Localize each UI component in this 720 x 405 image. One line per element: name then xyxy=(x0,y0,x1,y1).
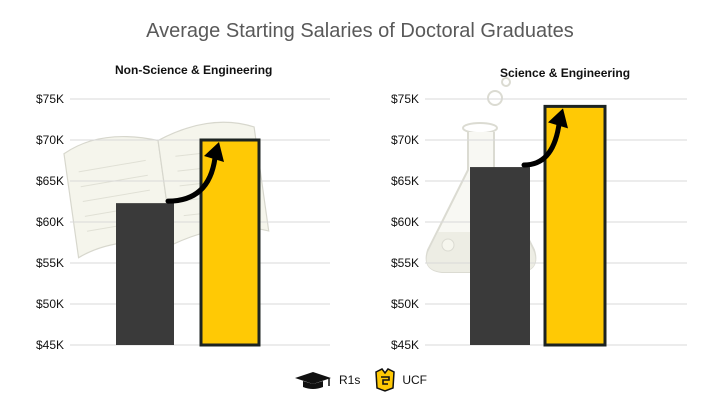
y-tick-label: $45K xyxy=(36,338,64,352)
panel-title-science: Science & Engineering xyxy=(500,66,631,80)
legend-label-ucf: UCF xyxy=(402,373,427,387)
legend-item-ucf: UCF xyxy=(374,368,427,392)
trend-arrow-head xyxy=(204,142,224,162)
y-tick-label: $70K xyxy=(391,133,419,147)
legend-item-r1s: R1s xyxy=(293,370,360,390)
y-tick-label: $55K xyxy=(391,256,419,270)
graduation-cap-icon xyxy=(294,372,331,389)
y-tick-label: $65K xyxy=(36,174,64,188)
chart-panel-non-science: $45K $50K $55K $60K $65K $70K $75K xyxy=(36,92,330,352)
y-tick-label: $45K xyxy=(391,338,419,352)
bar-r1s xyxy=(116,203,174,345)
y-tick-label: $60K xyxy=(36,215,64,229)
trend-arrow xyxy=(521,121,562,168)
trend-arrow xyxy=(165,155,218,204)
ucf-pegasus-logo-icon xyxy=(375,368,396,392)
bar-r1s xyxy=(470,167,530,345)
y-tick-label: $50K xyxy=(391,297,419,311)
y-tick-label: $55K xyxy=(36,256,64,270)
y-tick-label: $75K xyxy=(391,92,419,106)
bar-ucf xyxy=(199,138,261,347)
chart-title: Average Starting Salaries of Doctoral Gr… xyxy=(146,20,574,42)
legend-label-r1s: R1s xyxy=(338,373,361,387)
panel-title-non-science: Non-Science & Engineering xyxy=(115,63,273,77)
chart-panel-science: $45K $50K $55K $60K $65K $70K $75K xyxy=(391,92,687,352)
trend-arrow-head xyxy=(548,108,568,129)
y-tick-label: $75K xyxy=(36,92,64,106)
y-tick-label: $65K xyxy=(391,174,419,188)
y-tick-label: $50K xyxy=(36,297,64,311)
y-tick-label: $70K xyxy=(36,133,64,147)
y-tick-label: $60K xyxy=(391,215,419,229)
legend: R1s UCF xyxy=(0,368,720,392)
